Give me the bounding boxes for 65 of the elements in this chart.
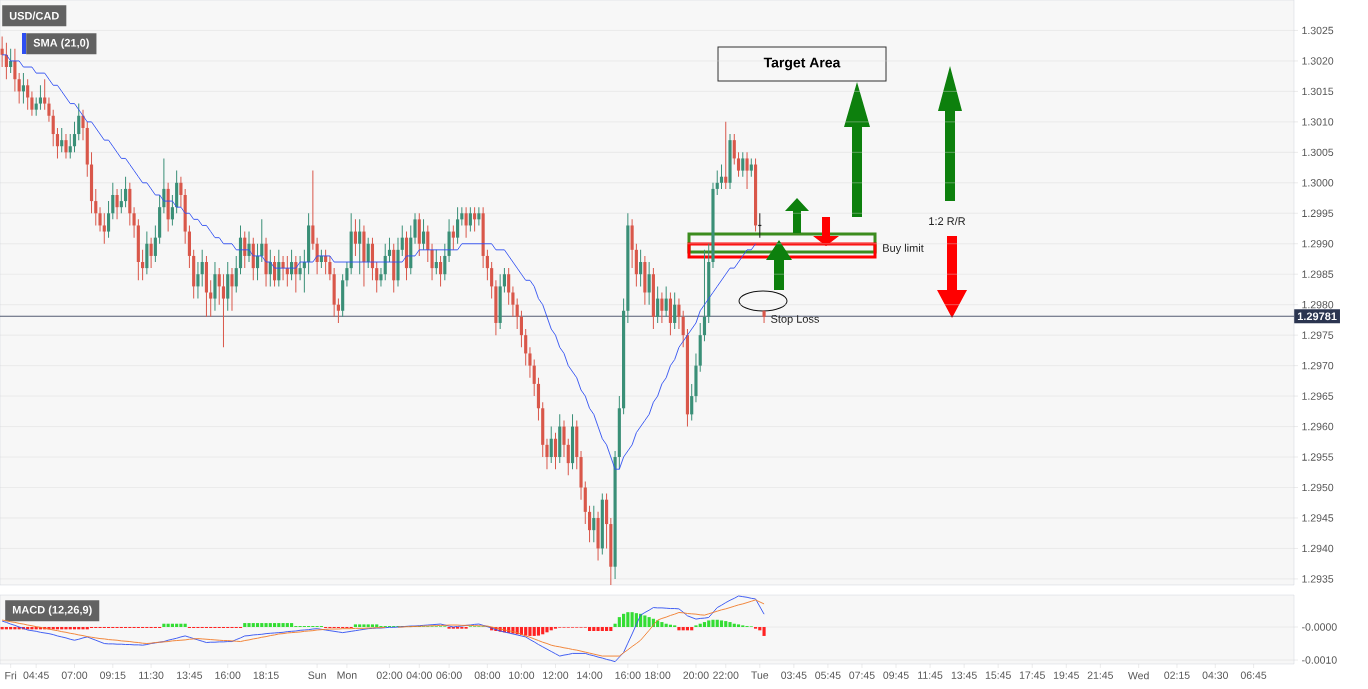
y-tick-label: 1.2975 — [1302, 331, 1334, 339]
x-tick-label: 04:45 — [23, 671, 49, 679]
x-tick-label: 09:45 — [883, 671, 909, 679]
y-tick-label: 1.3000 — [1302, 179, 1334, 187]
x-tick-label: 07:45 — [849, 671, 875, 679]
y-tick-label: 1.2940 — [1302, 544, 1334, 553]
y-tick-label: 1.2970 — [1302, 361, 1334, 370]
x-tick-label: 20:00 — [683, 671, 709, 679]
x-tick-label: Tue — [751, 671, 769, 679]
y-tick-label: 1.2955 — [1302, 453, 1334, 461]
text: MACD (12,26,9) — [12, 605, 92, 616]
y-tick-label: 1.3020 — [1302, 57, 1334, 65]
x-tick-label: 06:45 — [1240, 671, 1267, 679]
x-tick-label: Fri — [5, 671, 17, 680]
x-tick-label: 12:00 — [543, 671, 569, 679]
y-tick-label: 1.2965 — [1302, 392, 1334, 400]
y-tick-label: 1.3025 — [1302, 26, 1334, 35]
x-tick-label: 03:45 — [781, 671, 807, 679]
legend-label: SMA (21,0) — [33, 38, 89, 49]
y-tick-label: 1.2995 — [1302, 209, 1334, 217]
x-tick-label: 16:00 — [215, 671, 241, 679]
x-tick-label: 11:45 — [918, 671, 943, 679]
x-tick-label: 19:45 — [1053, 671, 1079, 679]
x-tick-label: Mon — [337, 671, 357, 679]
y-tick-label: 1.2935 — [1302, 575, 1334, 583]
y-tick-label: -0.0000 — [1302, 623, 1337, 631]
y-tick-label: 1.2985 — [1302, 270, 1334, 278]
x-tick-label: 18:00 — [645, 671, 671, 679]
x-tick-label: 08:00 — [474, 671, 501, 679]
x-tick-label: 09:15 — [100, 671, 126, 679]
x-tick-label: 04:00 — [406, 671, 432, 679]
x-tick-label: Sun — [308, 671, 326, 679]
x-tick-label: 02:00 — [376, 671, 403, 679]
y-tick-label: 1.3010 — [1302, 118, 1334, 126]
x-tick-label: 16:00 — [615, 671, 641, 679]
annotation: 1:2 R/R — [929, 216, 966, 226]
ref-line-label: 1.29781 — [1297, 312, 1337, 321]
x-tick-label: 06:00 — [436, 671, 462, 679]
annotation: Buy limit — [883, 243, 924, 255]
x-tick-label: 13:45 — [177, 671, 203, 679]
x-tick-label: 14:00 — [577, 671, 603, 679]
x-tick-label: 17:45 — [1019, 671, 1045, 679]
y-tick-label: 1.2950 — [1302, 483, 1334, 492]
x-tick-label: 11:30 — [139, 671, 164, 679]
x-tick-label: 02:15 — [1164, 671, 1190, 679]
x-tick-label: 10:00 — [509, 671, 535, 679]
text: USD/CAD — [9, 11, 59, 20]
y-tick-label: -0.0010 — [1302, 656, 1337, 664]
y-tick-label: 1.2960 — [1302, 422, 1334, 431]
x-tick-label: 13:45 — [951, 671, 977, 679]
x-tick-label: 15:45 — [985, 671, 1011, 679]
x-tick-label: 05:45 — [815, 671, 841, 679]
annotation: Target Area — [763, 57, 841, 71]
y-tick-label: 1.2980 — [1302, 300, 1334, 309]
y-tick-label: 1.2945 — [1302, 514, 1334, 522]
x-tick-label: 04:30 — [1202, 671, 1228, 679]
x-tick-label: 07:00 — [61, 671, 88, 679]
y-tick-label: 1.3015 — [1302, 87, 1334, 96]
x-tick-label: Wed — [1128, 671, 1149, 680]
x-tick-label: 22:00 — [713, 671, 739, 679]
y-tick-label: 1.3005 — [1302, 148, 1334, 157]
x-tick-label: 21:45 — [1087, 671, 1114, 679]
annotation: Stop Loss — [771, 315, 820, 325]
x-tick-label: 18:15 — [253, 671, 279, 679]
y-tick-label: 1.2990 — [1302, 240, 1334, 248]
